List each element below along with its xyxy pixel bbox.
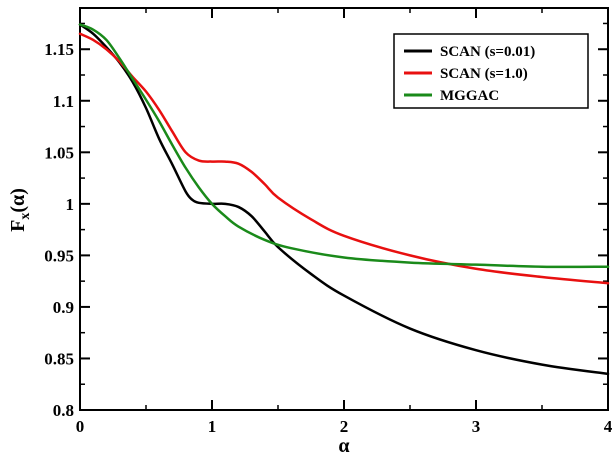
x-axis-label: α bbox=[338, 435, 349, 455]
series-layer bbox=[78, 23, 610, 376]
x-tick-label: 0 bbox=[76, 417, 85, 436]
y-tick-label: 0.95 bbox=[44, 246, 74, 265]
legend-label-scan-001: SCAN (s=0.01) bbox=[440, 44, 535, 60]
y-tick-label: 0.8 bbox=[53, 401, 74, 420]
y-tick-label: 0.85 bbox=[44, 349, 74, 368]
y-tick-label: 1.05 bbox=[44, 143, 74, 162]
y-tick-label: 0.9 bbox=[53, 298, 74, 317]
legend-label-mggac: MGGAC bbox=[440, 88, 499, 104]
x-tick-label: 3 bbox=[472, 417, 481, 436]
y-tick-label: 1 bbox=[66, 195, 75, 214]
axis-ticks: 0 1 2 3 4 0.8 0.85 0.9 0.95 1 1.05 1.1 1.15 bbox=[44, 8, 613, 436]
y-tick-label: 1.15 bbox=[44, 40, 74, 59]
x-tick-label: 2 bbox=[340, 417, 349, 436]
legend-label-scan-10: SCAN (s=1.0) bbox=[440, 66, 528, 82]
y-axis-label: Fx(α) bbox=[7, 188, 33, 232]
legend: SCAN (s=0.01) SCAN (s=1.0) MGGAC bbox=[393, 33, 589, 109]
y-tick-label: 1.1 bbox=[53, 92, 74, 111]
series-line-mggac bbox=[78, 23, 610, 269]
x-tick-label: 4 bbox=[604, 417, 613, 436]
x-tick-label: 1 bbox=[208, 417, 217, 436]
